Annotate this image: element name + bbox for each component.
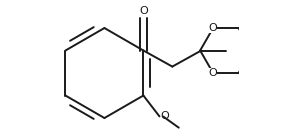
Text: O: O: [161, 111, 170, 121]
Text: O: O: [208, 23, 217, 33]
Text: O: O: [139, 6, 148, 16]
Text: O: O: [208, 68, 217, 78]
